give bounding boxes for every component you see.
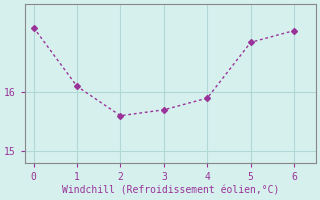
X-axis label: Windchill (Refroidissement éolien,°C): Windchill (Refroidissement éolien,°C) [62,186,279,196]
